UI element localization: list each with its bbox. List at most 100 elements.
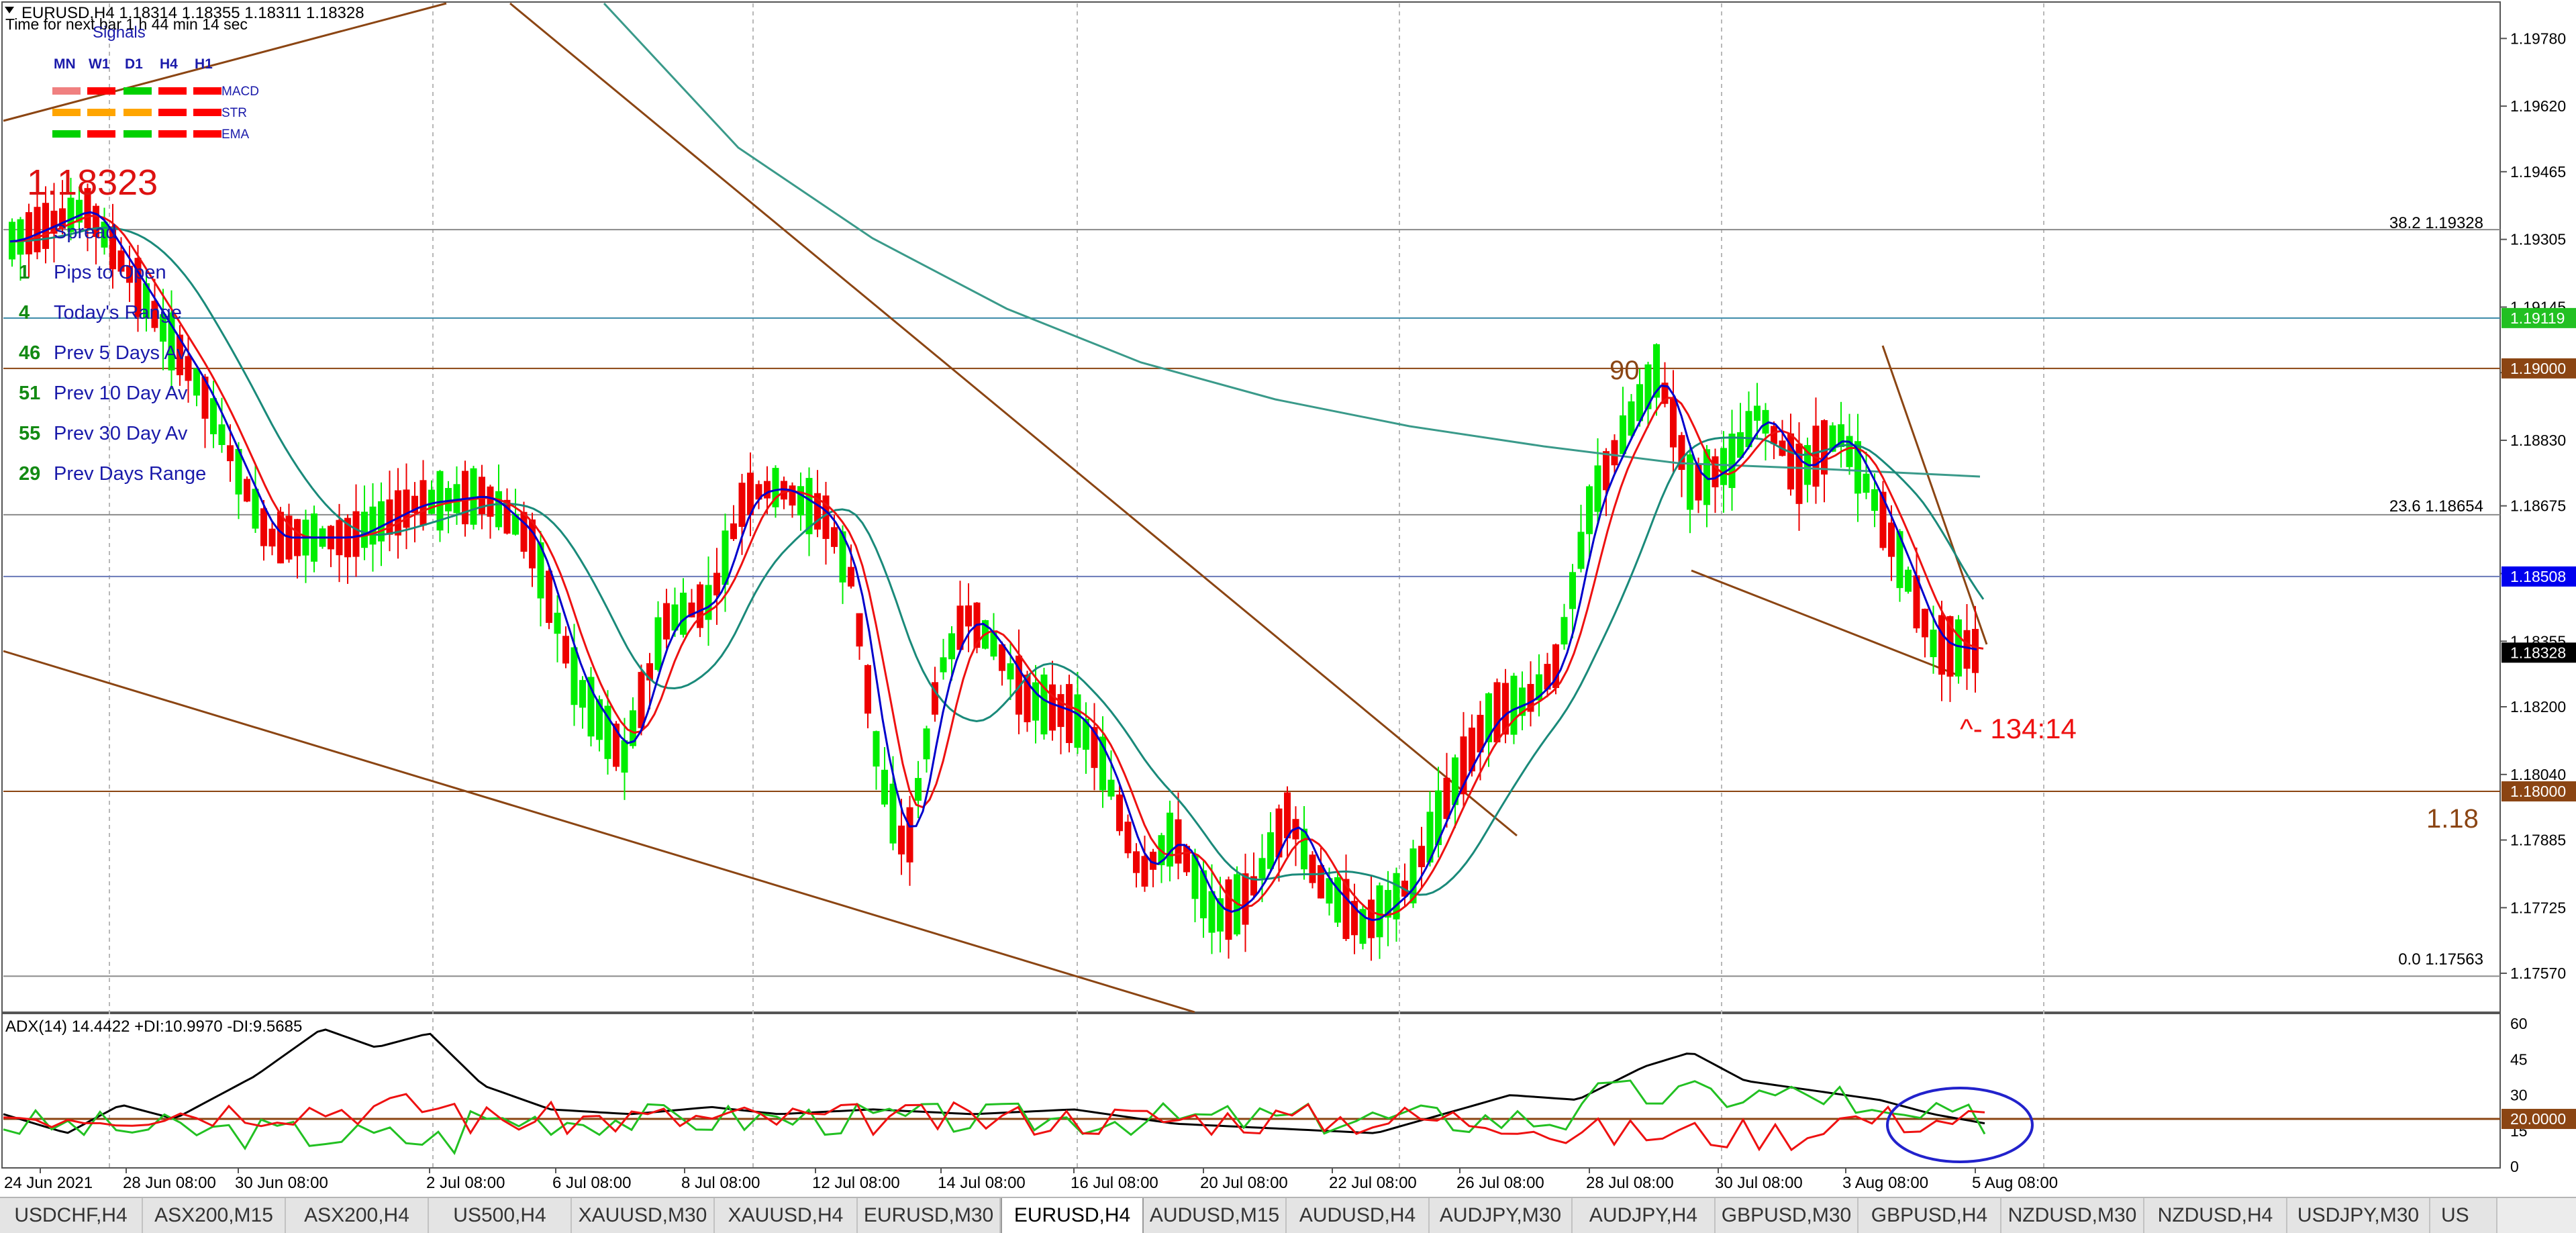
candle-body <box>1435 790 1442 846</box>
vertical-grid <box>109 3 2044 1168</box>
candle-body <box>1712 456 1719 488</box>
adx-level-badge <box>2501 1109 2576 1130</box>
candle-body <box>227 445 234 462</box>
candle-body <box>1930 630 1937 658</box>
candle-body <box>260 508 267 546</box>
candle-body <box>1829 425 1836 452</box>
plus-di-line <box>3 1079 1986 1155</box>
candle-body <box>1107 779 1115 797</box>
candle-body <box>386 499 393 535</box>
candle-body <box>1955 619 1962 677</box>
candle-body <box>848 566 854 587</box>
signal-cell <box>158 130 187 138</box>
time-tick-label: 30 Jun 08:00 <box>235 1174 328 1192</box>
candle-body <box>487 486 494 517</box>
info-label: Pips to Open <box>54 262 166 283</box>
candle-body <box>613 724 620 767</box>
candle-body <box>160 314 166 342</box>
tab-nzdusd-m30[interactable]: NZDUSD,M30 <box>2001 1198 2144 1233</box>
signal-cell <box>158 87 187 95</box>
candle-body <box>352 511 360 557</box>
price-tick-label: 1.18200 <box>2510 698 2566 716</box>
countdown-label: ^- 134:14 <box>1960 713 2077 744</box>
tab-xauusd-h4[interactable]: XAUUSD,H4 <box>715 1198 858 1233</box>
candle-body <box>814 493 821 530</box>
tab-audusd-m15[interactable]: AUDUSD,M15 <box>1144 1198 1287 1233</box>
candle-body <box>1502 683 1509 735</box>
candle-body <box>1762 409 1769 434</box>
candle-body <box>730 523 737 540</box>
ma-long-line <box>603 2 1981 478</box>
tab-asx200-h4[interactable]: ASX200,H4 <box>286 1198 429 1233</box>
candle-body <box>453 484 460 513</box>
candle-body <box>1359 909 1367 944</box>
candle-body <box>1443 777 1450 820</box>
candle-body <box>1812 426 1820 487</box>
time-tick-label: 14 Jul 08:00 <box>938 1174 1026 1192</box>
tab-us500-h4[interactable]: US500,H4 <box>429 1198 572 1233</box>
adx-tick-label: 0 <box>2510 1158 2519 1175</box>
tab-usdchf-h4[interactable]: USDCHF,H4 <box>0 1198 143 1233</box>
candle-body <box>1552 644 1559 689</box>
chart-area[interactable]: EURUSD,H4 1.18314 1.18355 1.18311 1.1832… <box>0 0 2576 1197</box>
tab-audjpy-m30[interactable]: AUDJPY,M30 <box>1430 1198 1573 1233</box>
candle-body <box>1007 663 1014 680</box>
tab-gbpusd-h4[interactable]: GBPUSD,H4 <box>1859 1198 2001 1233</box>
candle-body <box>1787 433 1794 490</box>
price-tick-label: 1.19620 <box>2510 97 2566 115</box>
candle-body <box>244 479 250 502</box>
chart-menu-icon[interactable] <box>5 7 14 13</box>
candle-body <box>185 356 192 381</box>
candle-body <box>1452 757 1458 805</box>
tab-xauusd-m30[interactable]: XAUUSD,M30 <box>572 1198 715 1233</box>
candle-body <box>1754 405 1761 421</box>
tab-audjpy-h4[interactable]: AUDJPY,H4 <box>1573 1198 1716 1233</box>
tab-audusd-h4[interactable]: AUDUSD,H4 <box>1287 1198 1430 1233</box>
tab-gbpusd-m30[interactable]: GBPUSD,M30 <box>1716 1198 1859 1233</box>
candle-body <box>747 473 754 515</box>
candle-body <box>1821 420 1828 475</box>
price-badge <box>2501 642 2576 663</box>
adx-level-badge-label: 20.0000 <box>2510 1110 2566 1128</box>
signals-title: Signals <box>93 23 146 42</box>
tab-us[interactable]: US <box>2430 1198 2497 1233</box>
tab-usdjpy-m30[interactable]: USDJPY,M30 <box>2287 1198 2430 1233</box>
candle-body <box>1074 694 1081 748</box>
candle-body <box>520 511 528 552</box>
info-label: Prev Days Range <box>54 463 206 485</box>
next-bar-timer: Time for next bar 1 h 44 min 14 sec <box>5 15 248 33</box>
info-panel: Spread 1 Pips to Open 4 Today's Range 46 Prev … <box>19 221 206 485</box>
tab-nzdusd-h4[interactable]: NZDUSD,H4 <box>2144 1198 2287 1233</box>
candle-body <box>1032 682 1039 721</box>
price-tick-label: 1.18675 <box>2510 497 2566 515</box>
trendline-lower-support <box>3 650 1195 1014</box>
candle-body <box>713 573 720 596</box>
price-tick-label: 1.19780 <box>2510 30 2566 47</box>
fib-0-label: 0.0 1.17563 <box>2398 950 2483 969</box>
tab-eurusd-h4[interactable]: EURUSD,H4 <box>1001 1198 1144 1233</box>
candle-body <box>705 585 712 620</box>
candle-body <box>587 677 595 737</box>
candle-body <box>1066 684 1073 744</box>
candle-body <box>143 283 150 319</box>
candle-body <box>1795 443 1803 504</box>
candle-body <box>1544 664 1551 690</box>
candle-body <box>1653 344 1660 398</box>
candle-body <box>1972 628 1979 673</box>
candle-body <box>1409 848 1417 903</box>
candle-body <box>168 312 175 371</box>
tab-eurusd-m30[interactable]: EURUSD,M30 <box>858 1198 1001 1233</box>
symbol-info: EURUSD,H4 1.18314 1.18355 1.18311 1.1832… <box>21 4 364 22</box>
info-label: Spread <box>54 221 117 243</box>
candle-body <box>1527 684 1534 712</box>
candle-body <box>1896 531 1903 589</box>
signal-cell <box>52 109 81 116</box>
candle-body <box>1946 616 1954 677</box>
candle-body <box>873 731 880 767</box>
candle-body <box>177 334 183 376</box>
candle-body <box>235 448 242 495</box>
candle-body <box>117 250 125 272</box>
tab-asx200-m15[interactable]: ASX200,M15 <box>143 1198 286 1233</box>
candle-body <box>1771 426 1777 444</box>
candle-body <box>906 807 913 862</box>
